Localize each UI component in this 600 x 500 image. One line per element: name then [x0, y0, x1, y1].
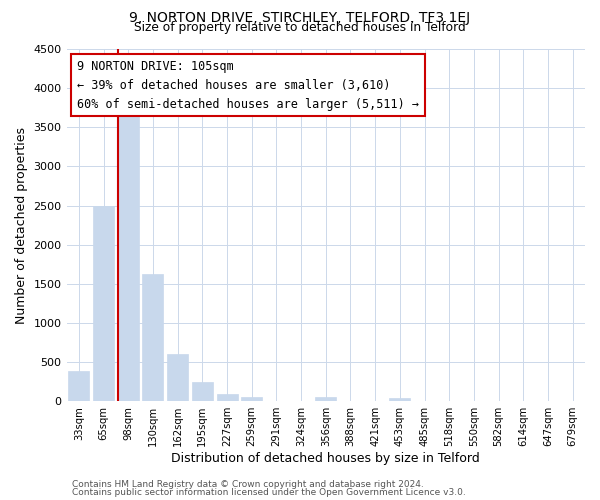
- Y-axis label: Number of detached properties: Number of detached properties: [15, 126, 28, 324]
- Bar: [68, 372, 89, 401]
- Bar: [167, 354, 188, 401]
- Text: Contains HM Land Registry data © Crown copyright and database right 2024.: Contains HM Land Registry data © Crown c…: [72, 480, 424, 489]
- Bar: [93, 206, 114, 401]
- Bar: [217, 394, 238, 401]
- Bar: [389, 398, 410, 401]
- Bar: [142, 274, 163, 401]
- X-axis label: Distribution of detached houses by size in Telford: Distribution of detached houses by size …: [172, 452, 480, 465]
- Bar: [192, 382, 213, 401]
- Bar: [118, 112, 139, 401]
- Bar: [315, 398, 336, 401]
- Text: 9 NORTON DRIVE: 105sqm
← 39% of detached houses are smaller (3,610)
60% of semi-: 9 NORTON DRIVE: 105sqm ← 39% of detached…: [77, 60, 419, 110]
- Text: Contains public sector information licensed under the Open Government Licence v3: Contains public sector information licen…: [72, 488, 466, 497]
- Bar: [241, 398, 262, 401]
- Text: 9, NORTON DRIVE, STIRCHLEY, TELFORD, TF3 1EJ: 9, NORTON DRIVE, STIRCHLEY, TELFORD, TF3…: [130, 11, 470, 25]
- Text: Size of property relative to detached houses in Telford: Size of property relative to detached ho…: [134, 22, 466, 35]
